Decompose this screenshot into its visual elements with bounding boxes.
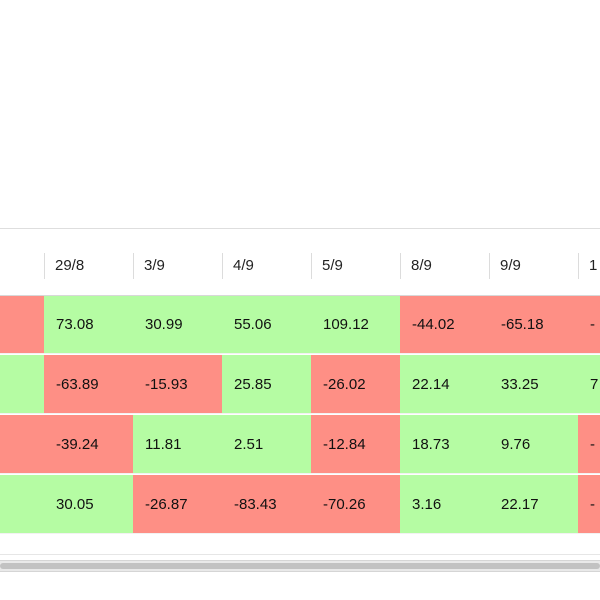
table-cell: -26.87 [133, 475, 222, 534]
table-cell: 73.08 [44, 295, 133, 354]
column-header[interactable]: 3/9 [133, 235, 222, 295]
table-cell: 2.51 [222, 415, 311, 474]
table-cell: 73 [0, 295, 44, 354]
table-cell: 30.05 [44, 475, 133, 534]
header-divider [0, 295, 600, 296]
table-cell: 55.06 [222, 295, 311, 354]
data-table: 29/83/94/95/98/99/91 7373.0830.9955.06109… [0, 235, 600, 535]
chart-area [0, 0, 600, 228]
table-cell: 9.76 [489, 415, 578, 474]
column-header[interactable]: 9/9 [489, 235, 578, 295]
column-header[interactable]: 1 [578, 235, 600, 295]
table-bottom-divider [0, 554, 600, 555]
table-cell: -26.02 [311, 355, 400, 414]
table-cell: 33.25 [489, 355, 578, 414]
table-cell: 109.12 [311, 295, 400, 354]
table-cell: - [578, 295, 600, 354]
table-cell: -39.24 [44, 415, 133, 474]
table-cell: 22.14 [400, 355, 489, 414]
table-cell: 30.99 [133, 295, 222, 354]
column-header[interactable]: 8/9 [400, 235, 489, 295]
table-cell: 25.85 [222, 355, 311, 414]
table-cell: -12.84 [311, 415, 400, 474]
table-cell: -15.93 [133, 355, 222, 414]
data-table-panel: 29/83/94/95/98/99/91 7373.0830.9955.06109… [0, 228, 600, 561]
horizontal-scrollbar[interactable] [0, 560, 600, 572]
table-cell: -70.26 [311, 475, 400, 534]
scrollbar-thumb[interactable] [0, 563, 600, 569]
table-cell: 3.16 [400, 475, 489, 534]
table-cell: -65.18 [489, 295, 578, 354]
table-cell: 22.17 [489, 475, 578, 534]
table-cell: 11.81 [133, 415, 222, 474]
column-header[interactable]: 4/9 [222, 235, 311, 295]
footer-area [0, 572, 600, 600]
table-cell: -83.43 [222, 475, 311, 534]
table-cell: 4 [0, 355, 44, 414]
table-cell: 03 [0, 415, 44, 474]
column-header[interactable] [0, 235, 44, 295]
table-cell: - [578, 475, 600, 534]
table-cell: -44.02 [400, 295, 489, 354]
table-cell: 7 [578, 355, 600, 414]
table-cell: 18.73 [400, 415, 489, 474]
column-header[interactable]: 5/9 [311, 235, 400, 295]
table-cell: 2 [0, 475, 44, 534]
table-cell: - [578, 415, 600, 474]
table-cell: -63.89 [44, 355, 133, 414]
column-header[interactable]: 29/8 [44, 235, 133, 295]
